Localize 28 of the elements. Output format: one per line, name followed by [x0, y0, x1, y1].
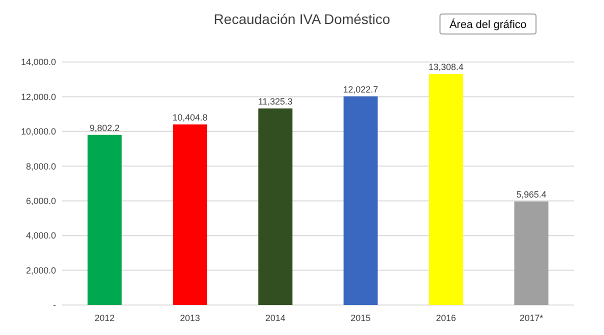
- chart-title: Recaudación IVA Doméstico: [214, 11, 390, 27]
- x-tick-label: 2016: [436, 313, 456, 323]
- data-label: 5,965.4: [516, 189, 546, 200]
- bar: [344, 96, 378, 305]
- y-tick-label: 6,000.0: [26, 196, 56, 206]
- bar: [428, 74, 464, 305]
- x-tick-label: 2017*: [520, 313, 544, 323]
- y-tick-label: 14,000.0: [20, 57, 56, 68]
- data-label: 12,022.7: [343, 84, 378, 94]
- bar: [514, 201, 548, 305]
- bar: [258, 108, 292, 305]
- data-label: 9,802.2: [90, 122, 120, 133]
- x-tick-label: 2015: [350, 313, 371, 323]
- y-tick-label: 10,000.0: [20, 126, 56, 137]
- data-label: 11,325.3: [258, 96, 293, 106]
- y-tick-label: 8,000.0: [26, 161, 56, 172]
- y-tick-label: 12,000.0: [20, 92, 56, 102]
- y-tick-label: -: [53, 300, 56, 310]
- x-tick-label: 2012: [94, 313, 115, 323]
- y-tick-label: 2,000.0: [26, 265, 56, 276]
- x-tick-label: 2013: [180, 313, 200, 323]
- x-tick-label: 2014: [265, 313, 286, 323]
- data-label: 13,308.4: [428, 62, 464, 72]
- text: Área del gráfico: [449, 18, 527, 31]
- bar: [88, 134, 122, 305]
- bar: [172, 124, 208, 305]
- data-label: 10,404.8: [172, 112, 208, 122]
- y-tick-label: 4,000.0: [26, 230, 56, 241]
